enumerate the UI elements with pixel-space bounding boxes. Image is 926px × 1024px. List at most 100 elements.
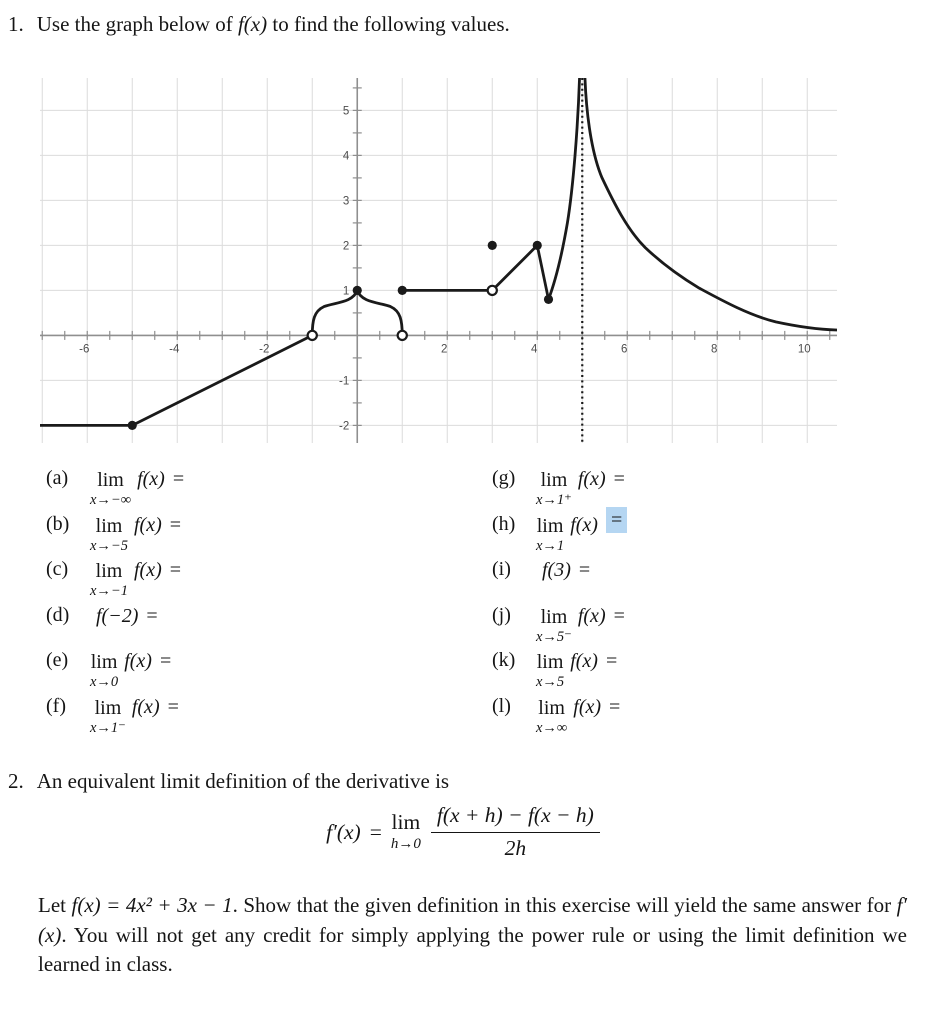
lim-subscript: x→5⁻ xyxy=(536,628,572,645)
limit-operator: lim x→−1 xyxy=(90,552,128,599)
lim-word: lim xyxy=(540,469,568,491)
lim-word: lim xyxy=(94,696,122,719)
question-item-f: (f) lim x→1⁻ f(x) = xyxy=(46,689,486,735)
question-expression: f(x) xyxy=(124,650,152,672)
question-label: (i) xyxy=(492,558,511,580)
equals-sign: = xyxy=(159,650,172,672)
equals-sign: = xyxy=(609,695,621,718)
question-expression: f(x) xyxy=(133,559,162,581)
closed-point xyxy=(397,285,407,295)
text-inline: to find the following values. xyxy=(267,12,510,36)
limit-operator: lim x→−5 xyxy=(90,507,128,554)
limit-operator: lim x→∞ xyxy=(536,689,567,736)
x-tick-label: 4 xyxy=(531,343,538,355)
limit-operator: lim x→−∞ xyxy=(90,461,131,508)
lim-subscript: x→−1 xyxy=(90,583,128,599)
equals-sign: = xyxy=(605,650,618,672)
question-label: (f) xyxy=(46,694,66,717)
lim-word: lim xyxy=(391,810,421,835)
question-item-b: (b) lim x→−5 f(x) = xyxy=(46,507,486,553)
question-item-k: (k) lim x→5 f(x) = xyxy=(492,643,926,689)
closed-point xyxy=(127,420,137,430)
function-graph: -6 -4 -2 2 4 6 8 10 -2 -1 1 2 3 4 5 xyxy=(38,76,838,448)
limit-operator: lim x→1⁺ xyxy=(536,461,572,508)
text-inline: Use the graph below of xyxy=(36,12,238,36)
y-tick-label: -2 xyxy=(339,420,349,432)
question-label: (d) xyxy=(46,603,70,626)
problem1-number: 1. xyxy=(8,12,24,36)
lim-word: lim xyxy=(536,514,564,537)
y-tick-label: 1 xyxy=(343,285,349,297)
problem2-intro: An equivalent limit definition of the de… xyxy=(36,769,450,793)
equals-sign: = xyxy=(169,559,182,581)
limit-operator: lim x→5 xyxy=(536,643,564,690)
question-item-d: (d) f(−2) = xyxy=(46,598,486,644)
graph-svg: -6 -4 -2 2 4 6 8 10 -2 -1 1 2 3 4 5 xyxy=(38,76,838,443)
x-tick-label: 6 xyxy=(621,343,627,355)
question-label: (h) xyxy=(492,512,516,535)
math-inline: f(x) xyxy=(237,12,268,36)
equals-sign: = xyxy=(578,559,591,581)
question-label: (c) xyxy=(46,558,69,580)
limit-operator: lim x→1⁻ xyxy=(90,689,126,736)
function-curve-piece xyxy=(490,244,550,301)
lim-word: lim xyxy=(90,651,118,673)
math-inline: f(x) = 4x² + 3x − 1 xyxy=(71,893,233,917)
y-tick-label: 4 xyxy=(343,150,350,162)
lim-word: lim xyxy=(97,469,124,491)
derivative-formula: f′(x) = lim h→0 f(x + h) − f(x − h) 2h xyxy=(0,803,926,860)
lim-subscript: x→∞ xyxy=(536,719,568,736)
x-tick-label: 10 xyxy=(798,343,811,355)
question-item-a: (a) lim x→−∞ f(x) = xyxy=(46,461,486,507)
text-inline: . You will not get any credit for simply… xyxy=(38,922,907,977)
y-tick-label: 2 xyxy=(343,240,349,252)
question-expression: f(x) xyxy=(570,513,598,536)
lim-subscript: x→1⁺ xyxy=(536,492,572,508)
x-tick-label: -6 xyxy=(79,343,89,355)
lim-subscript: x→−5 xyxy=(90,537,128,554)
question-expression: f(x) xyxy=(137,468,165,490)
lim-word: lim xyxy=(540,605,568,628)
open-point xyxy=(306,329,318,342)
question-label: (e) xyxy=(46,649,69,671)
question-label: (k) xyxy=(492,649,516,671)
lim-subscript: x→1⁻ xyxy=(90,719,126,736)
question-expression: f(x) xyxy=(570,650,598,672)
formula-lhs: f′(x) xyxy=(326,819,361,844)
equals-sign: = xyxy=(613,604,625,627)
equals-sign: = xyxy=(613,468,625,490)
equals-sign: = xyxy=(167,695,179,718)
fraction-bar xyxy=(430,831,600,833)
limit-operator: lim h→0 xyxy=(391,812,421,852)
y-tick-label: 3 xyxy=(343,195,349,207)
question-item-i: (i) f(3) = xyxy=(492,552,926,598)
question-item-l: (l) lim x→∞ f(x) = xyxy=(492,689,926,735)
closed-point xyxy=(352,285,362,295)
open-point xyxy=(396,329,408,342)
equals-sign: = xyxy=(169,513,182,536)
question-label: (g) xyxy=(492,467,516,489)
open-point xyxy=(486,284,498,297)
lim-word: lim xyxy=(95,560,123,582)
question-expression: f(x) xyxy=(573,695,602,718)
lim-subscript: x→1 xyxy=(536,537,565,554)
problem2-body: Let f(x) = 4x² + 3x − 1. Show that the g… xyxy=(38,891,907,980)
question-expression: f(x) xyxy=(133,513,162,536)
question-item-h: (h) lim x→1 f(x) = xyxy=(492,506,926,554)
question-label: (l) xyxy=(492,694,511,717)
math-inline: f′(x) xyxy=(38,893,908,947)
question-expression: f(x) xyxy=(577,468,606,490)
y-tick-label: -1 xyxy=(339,375,349,387)
closed-point xyxy=(487,240,497,250)
limit-operator: lim x→1 xyxy=(536,507,564,554)
x-tick-label: 2 xyxy=(441,343,447,355)
equals-sign: = xyxy=(172,468,185,490)
questions-left-column: (a) lim x→−∞ f(x) = (b) lim x→−5 f(x) = (c) lim x→−1… xyxy=(46,461,486,735)
problem2-heading: 2. An equivalent limit definition of the … xyxy=(8,769,449,794)
question-label: (b) xyxy=(46,512,70,535)
text-inline: . Show that the given definition in this… xyxy=(232,893,897,917)
x-tick-label: -2 xyxy=(259,343,269,355)
lim-subscript: x→0 xyxy=(90,674,119,690)
question-expression: f(3) xyxy=(542,559,571,581)
fraction: f(x + h) − f(x − h) 2h xyxy=(430,803,600,860)
